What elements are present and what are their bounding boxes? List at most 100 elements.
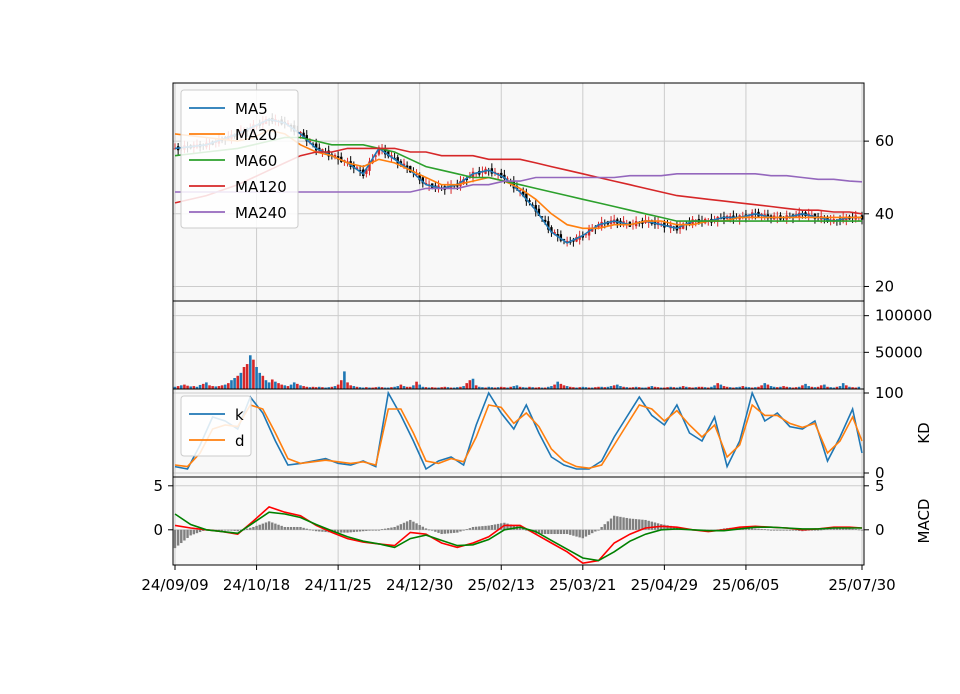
price-legend-label-MA60: MA60 <box>235 152 277 170</box>
candle-body <box>314 143 318 151</box>
volume-bar <box>556 381 560 389</box>
macd-histogram-bar <box>522 528 525 530</box>
macd-histogram-bar <box>355 529 359 532</box>
volume-bar <box>637 387 641 389</box>
macd-histogram-bar <box>569 529 572 535</box>
volume-ytick-label-100000: 100000 <box>875 307 932 325</box>
volume-bar <box>346 382 349 389</box>
macd-histogram-bar <box>813 529 817 531</box>
volume-bar <box>236 375 240 389</box>
volume-bar <box>311 386 315 389</box>
macd-histogram-bar <box>424 528 428 530</box>
volume-bar <box>619 386 622 389</box>
macd-histogram-bar <box>371 529 374 531</box>
line-MA60 <box>174 136 862 222</box>
macd-histogram-bar <box>540 529 544 535</box>
price-ytick-label-40: 40 <box>875 205 894 223</box>
macd-histogram-bar <box>829 528 832 530</box>
x-axis: 24/09/09 24/10/18 24/11/25 24/12/30 25/02/13… <box>141 565 896 594</box>
volume-bar <box>289 384 293 389</box>
price-ytick-label-60: 60 <box>875 132 894 150</box>
volume-bar <box>503 387 506 389</box>
volume-bar <box>747 387 751 389</box>
macd-histogram-bar <box>462 529 465 531</box>
volume-bar <box>791 387 795 389</box>
macd-histogram-bar <box>647 520 650 530</box>
macd-histogram-bar <box>412 521 415 530</box>
macd-histogram-bar <box>769 529 773 531</box>
macd-histogram-bar <box>427 529 431 531</box>
macd-histogram-bar <box>399 524 403 530</box>
macd-histogram-bar <box>261 523 265 530</box>
candle-body <box>387 151 390 157</box>
volume-bar <box>261 375 265 389</box>
volume-bar <box>603 387 607 389</box>
macd-histogram-bar <box>296 526 299 530</box>
macd-histogram-bar <box>772 529 776 531</box>
volume-bar <box>258 372 261 389</box>
volume-bar <box>656 387 660 389</box>
x-tick-label-6: 25/04/29 <box>631 576 698 594</box>
volume-bar <box>813 387 817 389</box>
macd-histogram-bar <box>766 529 770 531</box>
volume-bar <box>647 386 650 389</box>
volume-bar <box>490 387 494 389</box>
macd-histogram-bar <box>173 529 177 549</box>
kd-ytick-label-0: 0 <box>875 464 885 482</box>
candle-body <box>399 161 403 164</box>
macd-histogram-bar <box>832 528 835 530</box>
volume-bar <box>484 387 487 389</box>
volume-bar <box>857 386 861 389</box>
macd-histogram-bar <box>405 521 409 530</box>
macd-histogram-bar <box>314 529 318 532</box>
candle-body <box>405 165 409 169</box>
volume-bar <box>434 387 437 389</box>
volume-bar <box>719 384 723 389</box>
volume-bar <box>600 386 603 389</box>
macd-histogram-bar <box>421 526 425 530</box>
macd-histogram-bar <box>487 525 490 530</box>
volume-bar <box>776 387 779 389</box>
volume-bar <box>562 385 566 389</box>
volume-bar <box>487 386 490 389</box>
macd-histogram-bar <box>437 529 440 533</box>
volume-bar <box>732 387 735 389</box>
candle-body <box>587 229 591 236</box>
volume-bar <box>616 384 619 389</box>
macd-histogram-bar <box>358 529 362 532</box>
volume-bar <box>540 387 544 389</box>
volume-bar <box>179 385 183 389</box>
macd-histogram-bar <box>578 529 581 538</box>
candle-body <box>409 165 412 173</box>
volume-bar <box>754 387 757 389</box>
volume-bar <box>468 380 472 389</box>
macd-histogram-bar <box>478 526 481 530</box>
volume-bar <box>402 386 406 389</box>
volume-bar <box>641 387 644 389</box>
macd-histogram-bar <box>779 529 782 531</box>
kd-legend-label-k: k <box>235 406 244 424</box>
volume-bar <box>578 387 581 389</box>
candle-body <box>553 231 556 235</box>
macd-histogram-bar <box>409 519 412 530</box>
candle-body <box>537 208 541 216</box>
kd-ytick-label-100: 100 <box>875 384 904 402</box>
candle-body <box>506 178 509 180</box>
volume-bar <box>449 387 453 389</box>
volume-bar <box>230 380 233 389</box>
volume-bar <box>195 386 199 389</box>
macd-ytick-label-right-0: 0 <box>875 521 885 539</box>
volume-bar <box>760 385 763 389</box>
candle-body <box>173 148 177 150</box>
volume-bar <box>499 386 503 389</box>
candle-body <box>402 163 406 166</box>
macd-histogram-bar <box>816 529 820 531</box>
macd-histogram-bar <box>776 529 779 531</box>
macd-histogram-bar <box>352 529 356 533</box>
volume-bar <box>725 386 729 389</box>
candle-body <box>377 147 381 155</box>
candle-body <box>415 174 418 176</box>
volume-bar <box>223 384 227 389</box>
volume-bar <box>189 386 192 389</box>
macd-histogram-bar <box>641 519 644 530</box>
